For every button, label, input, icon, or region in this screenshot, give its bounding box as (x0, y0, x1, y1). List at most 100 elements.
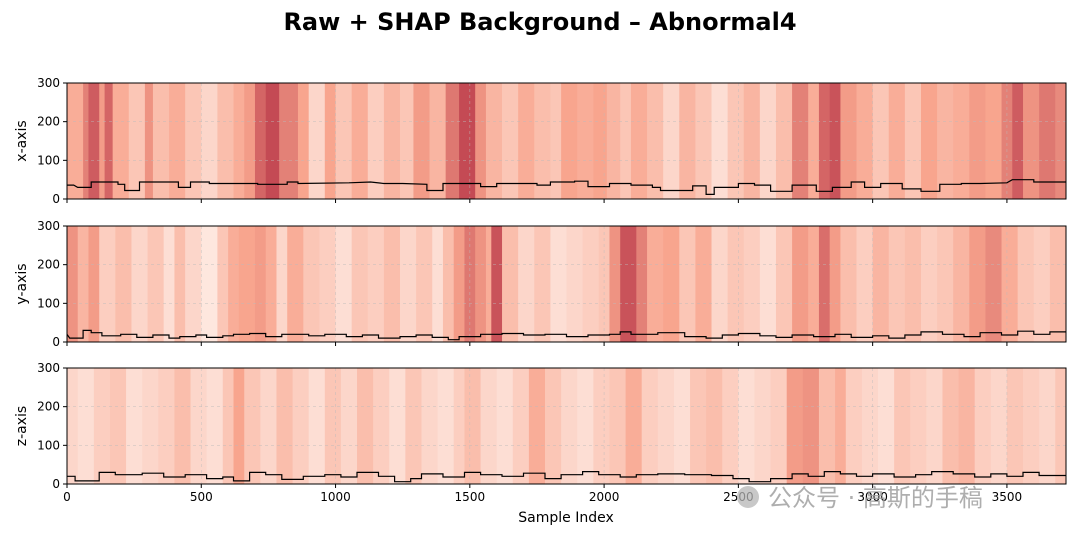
watermark-text: 公众号 · 高斯的手稿 (768, 484, 983, 512)
shap-band (647, 226, 664, 342)
shap-band (400, 226, 417, 342)
y-tick-label: 200 (37, 400, 60, 414)
shap-band (147, 226, 165, 342)
shap-band (99, 226, 116, 342)
panel-3: 01002003000500100015002000250030003500z-… (14, 361, 1067, 504)
shap-band (126, 368, 143, 484)
x-tick-label: 0 (63, 490, 71, 504)
shap-band (818, 368, 836, 484)
shap-band (528, 368, 546, 484)
y-tick-label: 0 (52, 192, 60, 206)
shap-band (279, 83, 299, 199)
shap-band (518, 83, 535, 199)
shap-band (67, 83, 84, 199)
shap-band (1033, 226, 1051, 342)
shap-band (335, 226, 353, 342)
shap-band (185, 83, 202, 199)
shap-band (77, 226, 89, 342)
shap-band (512, 368, 530, 484)
shap-band (254, 83, 267, 199)
shap-band (743, 83, 761, 199)
shap-band (593, 83, 608, 199)
shap-band (373, 368, 390, 484)
shap-band (942, 368, 959, 484)
shap-band (367, 226, 385, 342)
shap-band (1001, 83, 1013, 199)
shap-band (743, 226, 761, 342)
shap-band (958, 368, 976, 484)
shap-band (829, 226, 841, 342)
shap-band (276, 226, 288, 342)
shap-band (679, 83, 696, 199)
shap-band (496, 368, 514, 484)
shap-band (99, 83, 105, 199)
shap-band (759, 83, 777, 199)
shap-band (888, 226, 906, 342)
shap-band (534, 226, 551, 342)
shap-band (910, 368, 927, 484)
shap-band (518, 226, 535, 342)
shap-band (775, 83, 793, 199)
shap-band (367, 83, 385, 199)
shap-band (690, 368, 707, 484)
shap-band (845, 368, 863, 484)
signal-line (67, 179, 1066, 195)
shap-band (1012, 83, 1024, 199)
shap-band (872, 226, 890, 342)
shap-band (104, 83, 114, 199)
shap-band (894, 368, 911, 484)
shap-band (324, 368, 342, 484)
shap-band (459, 83, 476, 199)
shap-band (109, 368, 127, 484)
shap-band (636, 226, 648, 342)
shap-band (974, 368, 992, 484)
shap-band (802, 368, 820, 484)
shap-band (727, 226, 745, 342)
shap-band (679, 226, 696, 342)
shap-band (416, 226, 433, 342)
shap-band (357, 368, 374, 484)
x-tick-label: 3000 (857, 490, 888, 504)
shap-band (990, 368, 1008, 484)
shap-band (792, 83, 809, 199)
chart-title: Raw + SHAP Background – Abnormal4 (283, 8, 796, 36)
shap-band (88, 83, 100, 199)
shap-band (93, 368, 111, 484)
shap-band (835, 368, 847, 484)
shap-band (1017, 226, 1035, 342)
shap-band (534, 83, 551, 199)
shap-band (260, 368, 277, 484)
shap-band (432, 226, 444, 342)
y-axis-label: y-axis (14, 263, 30, 304)
x-tick-label: 1500 (455, 490, 486, 504)
shap-band (770, 368, 788, 484)
shap-band (1039, 83, 1056, 199)
shap-band (1023, 83, 1040, 199)
shap-band (244, 83, 256, 199)
shap-band (217, 83, 234, 199)
shap-band (421, 368, 438, 484)
y-tick-label: 100 (37, 153, 60, 167)
shap-band (888, 83, 906, 199)
shap-band (265, 226, 277, 342)
shap-band (233, 83, 245, 199)
shap-band (351, 226, 369, 342)
shap-band (598, 226, 610, 342)
shap-band (405, 368, 422, 484)
shap-band (856, 226, 874, 342)
shap-band (1055, 83, 1067, 199)
shap-band (475, 226, 487, 342)
shap-band (238, 226, 256, 342)
shap-band (937, 83, 954, 199)
shap-band (174, 368, 191, 484)
panel-2: 0 100 200 300 y-axis (14, 219, 1067, 349)
shap-band (808, 83, 820, 199)
shap-band (201, 83, 218, 199)
shap-band (657, 368, 675, 484)
wechat-icon (737, 486, 759, 508)
shap-band (872, 83, 890, 199)
shap-band (112, 83, 130, 199)
shap-band (222, 368, 234, 484)
shap-band (609, 368, 626, 484)
